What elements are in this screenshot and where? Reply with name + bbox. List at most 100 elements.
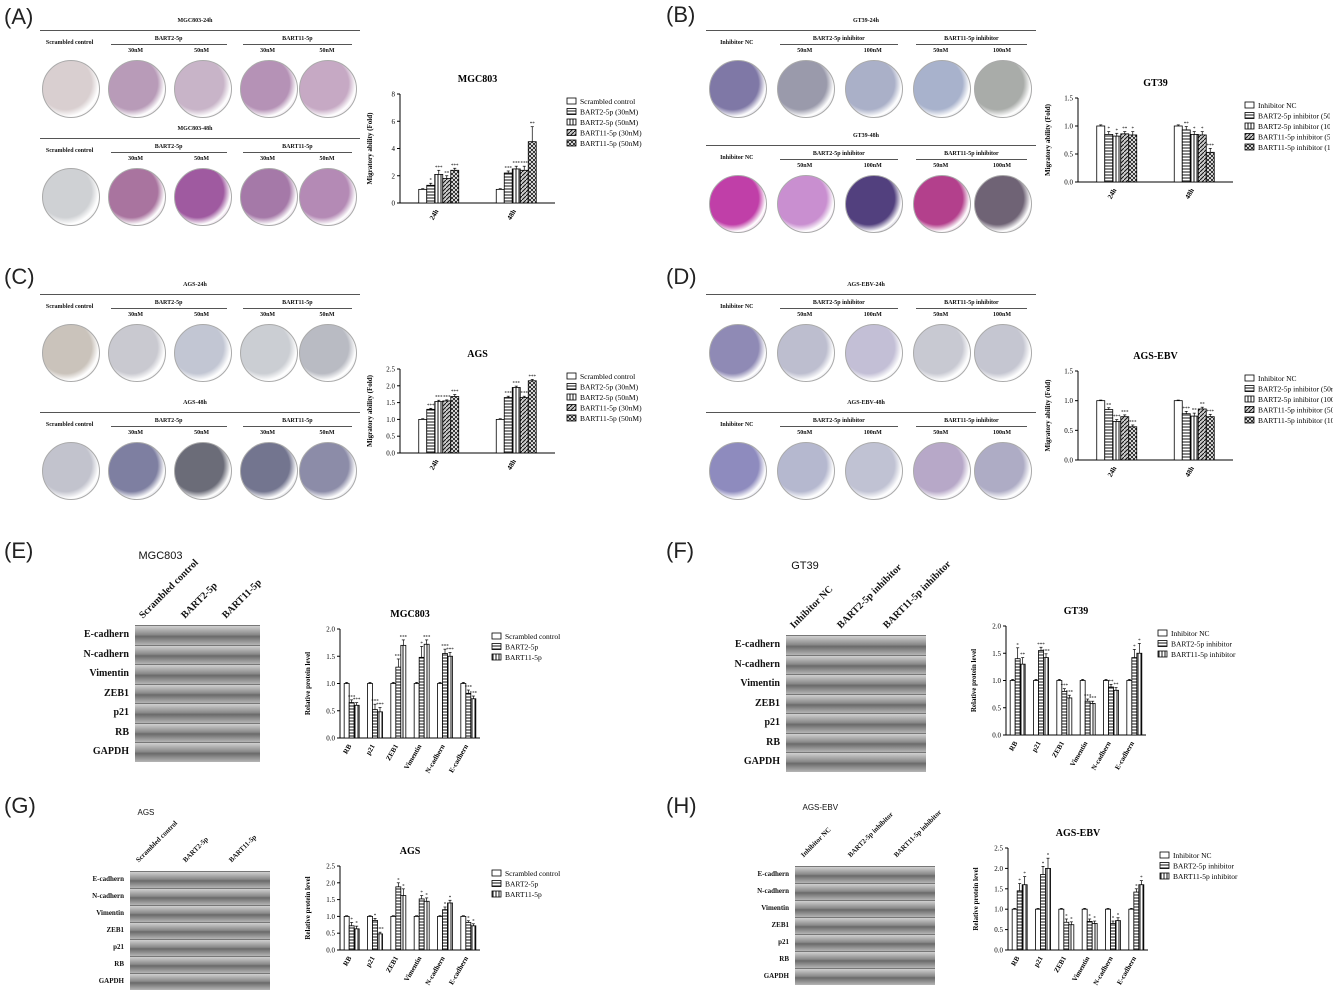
y-tick-label: 0.5	[1064, 427, 1073, 435]
transwell-dish-image	[708, 60, 767, 118]
blot-band-row	[135, 625, 260, 645]
x-tick-label: 24h	[1106, 465, 1118, 479]
group-label: BART11-5p inhibitor	[944, 300, 999, 306]
significance-label: ***	[1129, 420, 1137, 425]
significance-label: ***	[451, 164, 459, 169]
bar	[511, 387, 521, 454]
y-tick-label: 0.0	[1064, 179, 1073, 187]
legend-swatch	[566, 404, 577, 411]
legend-swatch	[566, 383, 577, 390]
significance-label: **	[1109, 680, 1115, 685]
x-tick-label: RB	[1008, 740, 1020, 753]
significance-label: ***	[1061, 684, 1069, 689]
significance-label: ***	[376, 928, 384, 933]
bar	[442, 909, 448, 951]
bar	[423, 643, 430, 739]
significance-label: *	[1093, 917, 1096, 922]
dish-row-title: AGS-EBV-24h	[847, 282, 885, 288]
blot-band-row	[786, 654, 926, 674]
transwell-dish-image	[107, 441, 166, 500]
bar	[1112, 135, 1122, 183]
significance-label: *	[1088, 914, 1091, 919]
bar	[1043, 657, 1049, 736]
blot-band-row	[130, 939, 270, 956]
protein-row-label: ZEB1	[771, 921, 789, 929]
transwell-dish-image	[912, 175, 971, 233]
bar	[1084, 700, 1091, 736]
bar	[348, 925, 355, 951]
group-label: BART2-5p inhibitor	[812, 417, 865, 424]
transwell-dish-image	[708, 324, 767, 382]
protein-row-label: ZEB1	[106, 926, 124, 934]
protein-row-label: E-cadhern	[92, 875, 125, 883]
x-tick-label: 24h	[428, 208, 440, 222]
bar	[495, 188, 505, 204]
y-tick-label: 1.5	[1064, 95, 1073, 103]
bar	[1205, 416, 1215, 461]
significance-label: ***	[423, 635, 431, 640]
concentration-label: 100nM	[993, 163, 1011, 169]
y-tick-label: 0.0	[994, 947, 1003, 955]
significance-label: **	[1114, 683, 1120, 688]
legend-label: BART2-5p (30nM)	[580, 108, 639, 117]
transwell-dish-image	[173, 441, 232, 500]
blot-title: MGC803	[138, 550, 183, 562]
blot-band-row	[786, 713, 926, 733]
western-blot-gt39: GT39 Inhibitor NC BART2-5p inhibitor BART11…	[726, 559, 954, 772]
y-tick-label: 1.5	[386, 399, 395, 407]
group-label: BART2-5p	[154, 143, 183, 150]
significance-label: ***	[353, 698, 361, 703]
group-underline	[242, 151, 352, 153]
group-underline	[110, 425, 227, 427]
protein-row-label: RB	[115, 726, 129, 738]
y-tick-label: 8	[392, 91, 396, 99]
protein-row-label: p21	[764, 717, 780, 728]
group-underline	[915, 425, 1027, 427]
transwell-panel-ags: AGS-24h Scrambled control BART2-5p 30nM 50nM…	[30, 282, 360, 517]
bar	[1128, 134, 1138, 183]
chart-title: GT39	[1064, 606, 1088, 617]
dish-row-title: AGS-24h	[183, 282, 207, 288]
significance-label: *	[1132, 127, 1135, 132]
y-tick-label: 1.0	[326, 680, 335, 688]
y-tick-label: 0.0	[386, 450, 395, 458]
bar	[353, 928, 360, 951]
significance-label: *	[472, 919, 475, 924]
legend-label: BART11-5p	[505, 890, 542, 899]
x-tick-label: Vimentin	[403, 743, 424, 771]
legend-label: BART11-5p (50nM)	[580, 139, 642, 148]
control-label: Inhibitor NC	[720, 421, 754, 428]
bar	[495, 419, 505, 454]
bar	[1079, 680, 1086, 736]
x-tick-label: N-cadhern	[1090, 740, 1113, 772]
legend-swatch	[1244, 133, 1255, 140]
protein-row-label: Vimentin	[96, 909, 124, 917]
bar	[1016, 890, 1023, 951]
transwell-dish-image	[776, 60, 835, 118]
transwell-dish-image	[173, 60, 232, 118]
bar	[395, 886, 402, 951]
group-label: BART11-5p inhibitor	[944, 36, 999, 42]
concentration-label: 50nM	[933, 429, 949, 436]
significance-label: *	[402, 884, 405, 889]
bar	[1197, 134, 1207, 183]
transwell-dish-image	[299, 167, 357, 226]
bar	[1068, 924, 1075, 951]
bar	[1133, 891, 1140, 951]
significance-label: ***	[446, 648, 454, 653]
y-tick-label: 1.0	[994, 906, 1003, 914]
bar	[1096, 125, 1106, 183]
significance-label: ***	[1066, 691, 1074, 696]
blot-band-row	[135, 722, 260, 742]
divider-line	[706, 294, 1036, 295]
significance-label: *	[425, 893, 428, 898]
bar	[1104, 409, 1114, 461]
dish-row-title: AGS-EBV-48h	[847, 399, 885, 406]
bar	[1035, 908, 1041, 951]
y-tick-label: 2.0	[386, 382, 395, 390]
legend-swatch	[1244, 143, 1255, 151]
legend-label: BART11-5p inhibitor (50nM)	[1258, 406, 1333, 415]
blot-title: AGS	[137, 808, 155, 817]
legend-label: Scrambled control	[505, 632, 560, 641]
bar	[390, 683, 397, 739]
